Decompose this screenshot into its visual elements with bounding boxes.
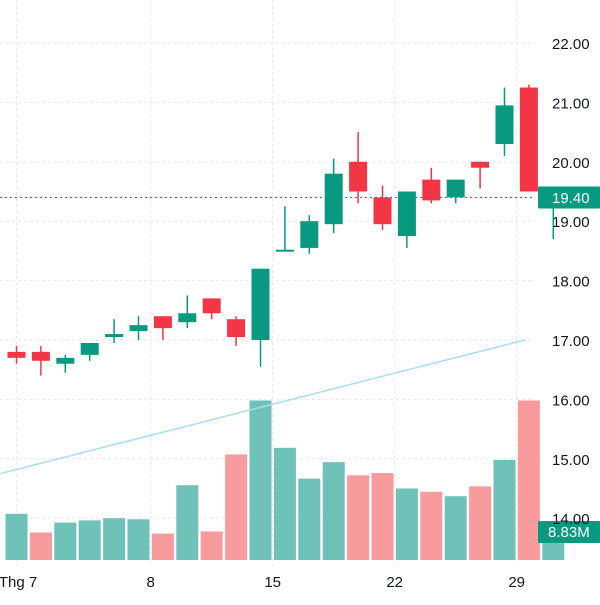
candle: [251, 268, 270, 367]
candle-body: [31, 351, 50, 361]
candle: [495, 87, 514, 156]
volume-bar: [103, 518, 126, 560]
candle: [324, 158, 343, 234]
volume-bar: [127, 519, 150, 560]
candle: [202, 298, 221, 320]
candle: [80, 342, 99, 361]
y-tick-label: 22.00: [552, 36, 590, 53]
candle-body: [129, 325, 148, 332]
candle-body: [422, 179, 441, 201]
candle: [178, 295, 197, 329]
candle: [446, 179, 465, 204]
candle-body: [446, 179, 465, 198]
volume-bar: [322, 462, 345, 560]
volume-bars: [5, 400, 565, 560]
price-label: 19.40: [552, 190, 590, 207]
y-tick-label: 17.00: [552, 333, 590, 350]
volume-bar: [29, 532, 52, 560]
candle-body: [471, 161, 490, 168]
volume-bar: [517, 400, 540, 560]
price-markers: 19.40 8.83M: [0, 186, 600, 543]
price-label-bg: [538, 186, 600, 209]
candle: [519, 84, 538, 192]
y-tick-label: 18.00: [552, 274, 590, 291]
y-tick-label: 16.00: [552, 392, 590, 409]
candle-body: [495, 105, 514, 144]
candle-body: [202, 298, 221, 314]
candle-body: [80, 342, 99, 355]
candle: [275, 206, 294, 252]
candle-body: [397, 191, 416, 237]
candle: [471, 161, 490, 189]
y-tick-label: 19.00: [552, 214, 590, 231]
candle-body: [373, 197, 392, 225]
candle-body: [324, 173, 343, 225]
candle-body: [56, 357, 75, 364]
moving-average-line: [0, 339, 526, 475]
y-tick-label: 20.00: [552, 155, 590, 172]
volume-bar: [225, 454, 248, 560]
candle: [7, 345, 26, 364]
volume-bar: [249, 400, 272, 560]
volume-label: 8.83M: [548, 524, 590, 541]
candle: [397, 191, 416, 248]
candle-body: [275, 249, 294, 252]
x-tick-label: 15: [264, 574, 281, 591]
volume-bar: [200, 531, 223, 560]
volume-bar: [493, 459, 516, 560]
volume-bar: [347, 475, 370, 560]
volume-bar: [469, 486, 492, 560]
x-tick-label: 22: [386, 574, 403, 591]
volume-bar: [395, 488, 418, 560]
volume-bar: [176, 485, 199, 560]
volume-bar: [298, 478, 321, 560]
gridlines: [0, 0, 535, 565]
moving-average: [0, 339, 526, 475]
volume-bar: [444, 496, 467, 560]
candle: [56, 354, 75, 373]
candle: [300, 215, 319, 254]
candle: [31, 345, 50, 376]
candle: [349, 132, 368, 204]
candlesticks: [7, 84, 563, 376]
candle: [105, 319, 124, 343]
volume-bar: [151, 533, 174, 560]
x-tick-label: Thg 7: [0, 574, 37, 591]
volume-bar: [371, 473, 394, 560]
candle-body: [251, 268, 270, 340]
candle: [129, 316, 148, 340]
volume-bar: [273, 447, 296, 560]
volume-bar: [5, 513, 28, 560]
candle-body: [300, 221, 319, 248]
candle: [153, 316, 172, 340]
candle-body: [7, 351, 26, 358]
candle: [227, 316, 246, 346]
volume-bar: [54, 522, 77, 560]
candle-body: [153, 316, 172, 329]
candle-body: [178, 313, 197, 323]
y-tick-label: 14.00: [552, 511, 590, 528]
candle: [373, 185, 392, 231]
volume-bar: [420, 491, 443, 560]
y-tick-label: 21.00: [552, 95, 590, 112]
candle-body: [227, 319, 246, 338]
x-tick-label: 8: [147, 574, 155, 591]
x-tick-label: 29: [508, 574, 525, 591]
volume-label-bg: [538, 521, 600, 543]
volume-bar: [78, 520, 101, 560]
y-tick-label: 15.00: [552, 452, 590, 469]
candle-body: [349, 161, 368, 192]
candle-body: [105, 334, 124, 338]
axis-labels: 22.00 21.00 20.00 19.00 18.00 17.00 16.00 15.00…: [0, 36, 590, 591]
candle-body: [519, 87, 538, 192]
